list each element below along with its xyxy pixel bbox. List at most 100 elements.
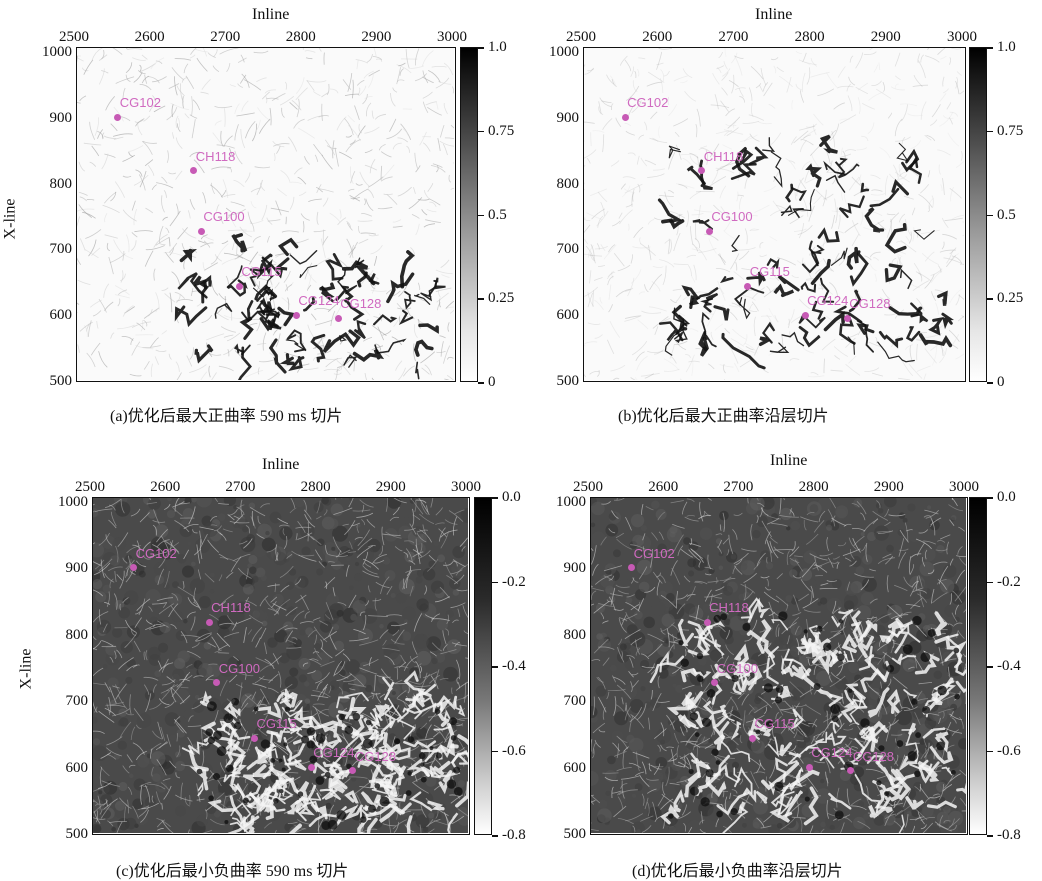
well-marker — [349, 767, 357, 775]
ytick-d: 800 — [563, 626, 587, 643]
well-marker — [307, 763, 315, 771]
well-label: CH118 — [211, 600, 251, 616]
colorbar-a — [460, 47, 478, 382]
ytick-d: 600 — [563, 759, 587, 776]
ytick-a: 600 — [49, 307, 73, 324]
well-label: CH118 — [703, 148, 744, 164]
well-marker — [749, 734, 757, 742]
well-marker — [703, 618, 711, 626]
colorbar-tick-b: 0 — [997, 374, 1005, 390]
colorbar-tick-d: -0.2 — [997, 573, 1021, 590]
colorbar-tick-mark — [478, 214, 484, 216]
ytick-a: 1000 — [42, 44, 72, 60]
xtick-a: 2500 — [59, 29, 89, 45]
well-marker — [197, 227, 205, 235]
well-marker — [334, 314, 342, 322]
ytick-a: 500 — [49, 373, 73, 389]
colorbar-tick-mark — [987, 835, 993, 837]
ytick-d: 900 — [563, 560, 587, 577]
well-label: CG115 — [749, 264, 790, 280]
ytick-d: 1000 — [556, 494, 586, 510]
well-label: CG100 — [711, 209, 753, 225]
colorbar-tick-mark — [478, 47, 484, 49]
colorbar-tick-mark — [987, 298, 993, 300]
well-label: CH118 — [195, 148, 236, 164]
colorbar-tick-c: 0.0 — [502, 489, 521, 505]
xtick-c: 2900 — [375, 479, 406, 495]
caption-d: (d)优化后最小负曲率沿层切片 — [632, 863, 843, 880]
xtick-b: 3000 — [947, 29, 977, 45]
well-label: CG128 — [340, 296, 382, 312]
ytick-c: 700 — [65, 693, 89, 710]
well-label: CG115 — [241, 264, 282, 280]
well-label: CG100 — [203, 209, 245, 225]
colorbar-tick-mark — [492, 666, 498, 668]
colorbar-tick-mark — [987, 750, 993, 752]
xaxis-title-b: Inline — [755, 6, 793, 23]
well-label: CG115 — [754, 716, 795, 732]
well-marker — [235, 282, 243, 290]
caption-b: (b)优化后最大正曲率沿层切片 — [618, 408, 829, 425]
yaxis-title-a: X-line — [1, 198, 19, 240]
well-marker — [843, 314, 851, 322]
xtick-b: 2700 — [718, 29, 749, 45]
xtick-b: 2600 — [642, 29, 673, 45]
colorbar-tick-c: -0.2 — [502, 573, 526, 590]
ytick-d: 700 — [563, 693, 587, 710]
well-label: CG102 — [627, 95, 669, 111]
xtick-c: 2600 — [150, 479, 181, 495]
curvature-texture-c — [93, 498, 468, 833]
colorbar-tick-mark — [492, 497, 498, 499]
colorbar-tick-a: 0 — [488, 374, 496, 390]
xtick-c: 2500 — [75, 479, 105, 495]
well-marker — [114, 113, 122, 121]
xtick-d: 3000 — [949, 479, 979, 495]
colorbar-tick-b: 0.25 — [997, 290, 1024, 307]
well-label: CH118 — [709, 600, 749, 616]
ytick-b: 800 — [556, 175, 580, 192]
colorbar-tick-mark — [987, 47, 993, 49]
ytick-c: 500 — [65, 826, 89, 842]
curvature-map-a — [76, 47, 456, 382]
colorbar-tick-a: 1.0 — [488, 39, 507, 55]
ytick-b: 600 — [556, 307, 580, 324]
well-marker — [801, 311, 809, 319]
xtick-d: 2700 — [723, 479, 754, 495]
xtick-a: 2900 — [361, 29, 392, 45]
colorbar-tick-d: -0.6 — [997, 742, 1021, 759]
colorbar-tick-b: 0.5 — [997, 206, 1016, 223]
ytick-a: 700 — [49, 241, 73, 258]
curvature-texture-a — [77, 48, 454, 380]
well-marker — [628, 564, 636, 572]
well-label: CG100 — [716, 660, 758, 676]
well-label: CG128 — [354, 748, 397, 764]
well-marker — [705, 227, 713, 235]
colorbar-tick-a: 0.25 — [488, 290, 515, 307]
well-marker — [251, 734, 259, 742]
ytick-c: 600 — [65, 759, 89, 776]
well-marker — [205, 618, 213, 626]
well-label: CG128 — [849, 296, 891, 312]
colorbar-b — [969, 47, 987, 382]
well-label: CG124 — [807, 293, 849, 308]
well-marker — [805, 763, 813, 771]
xtick-b: 2800 — [794, 29, 825, 45]
well-marker — [190, 167, 198, 175]
well-marker — [130, 564, 138, 572]
ytick-c: 800 — [65, 626, 89, 643]
well-label: CG102 — [633, 545, 675, 561]
xtick-a: 2600 — [134, 29, 165, 45]
colorbar-d — [969, 497, 987, 835]
well-label: CG128 — [852, 748, 895, 764]
xtick-c: 2700 — [225, 479, 256, 495]
ytick-b: 700 — [556, 241, 580, 258]
colorbar-tick-a: 0.75 — [488, 122, 515, 139]
xtick-c: 2800 — [300, 479, 331, 495]
curvature-texture-d — [591, 498, 966, 833]
colorbar-tick-mark — [478, 382, 484, 384]
colorbar-tick-mark — [987, 497, 993, 499]
ytick-b: 500 — [556, 373, 580, 389]
colorbar-tick-d: -0.8 — [997, 827, 1021, 843]
xtick-d: 2600 — [648, 479, 679, 495]
well-marker — [621, 113, 629, 121]
